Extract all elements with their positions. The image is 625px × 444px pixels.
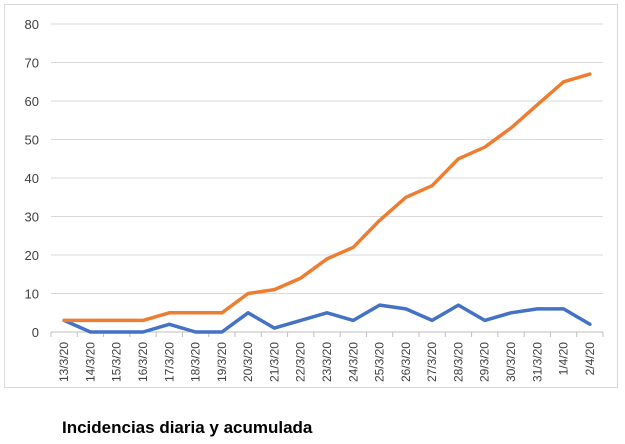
grid-lines: [51, 23, 603, 294]
x-tick-label: 29/3/20: [478, 342, 492, 382]
y-tick-label: 40: [25, 171, 39, 186]
x-tick-label: 27/3/20: [425, 342, 439, 382]
x-tick-label: 21/3/20: [267, 342, 281, 382]
y-tick-label: 30: [25, 210, 39, 225]
x-tick-label: 17/3/20: [162, 342, 176, 382]
y-tick-label: 10: [25, 287, 39, 302]
x-tick-label: 31/3/20: [530, 342, 544, 382]
y-tick-label: 70: [25, 56, 39, 71]
series-line-2: [62, 72, 592, 323]
x-tick-label: 28/3/20: [451, 342, 465, 382]
y-tick-label: 20: [25, 248, 39, 263]
y-tick-label: 60: [25, 94, 39, 109]
x-tick-label: 14/3/20: [83, 342, 97, 382]
x-tick-label: 26/3/20: [399, 342, 413, 382]
x-tick-label: 13/3/20: [57, 342, 71, 382]
x-tick-label: 25/3/20: [373, 342, 387, 382]
x-tick-label: 22/3/20: [294, 342, 308, 382]
x-tick-label: 2/4/20: [583, 342, 597, 376]
y-axis-ticks: 0 10 20 30 40 50 60 70 80: [25, 17, 39, 340]
chart-caption: Incidencias diaria y acumulada: [62, 418, 313, 437]
y-tick-label: 0: [32, 325, 39, 340]
x-tick-label: 18/3/20: [189, 342, 203, 382]
x-axis: 13/3/20 14/3/20 15/3/20 16/3/20 17/3/20 18/3/…: [50, 331, 604, 382]
y-tick-label: 80: [25, 17, 39, 32]
series-lines: [62, 72, 592, 334]
x-tick-label: 30/3/20: [504, 342, 518, 382]
y-tick-label: 50: [25, 133, 39, 148]
x-tick-label: 16/3/20: [136, 342, 150, 382]
x-tick-label: 19/3/20: [215, 342, 229, 382]
x-tick-label: 20/3/20: [241, 342, 255, 382]
x-tick-label: 24/3/20: [346, 342, 360, 382]
x-tick-label: 23/3/20: [320, 342, 334, 382]
series-line-1: [62, 303, 592, 334]
x-tick-label: 15/3/20: [110, 342, 124, 382]
x-tick-label: 1/4/20: [557, 342, 571, 376]
chart-frame: [4, 4, 618, 388]
